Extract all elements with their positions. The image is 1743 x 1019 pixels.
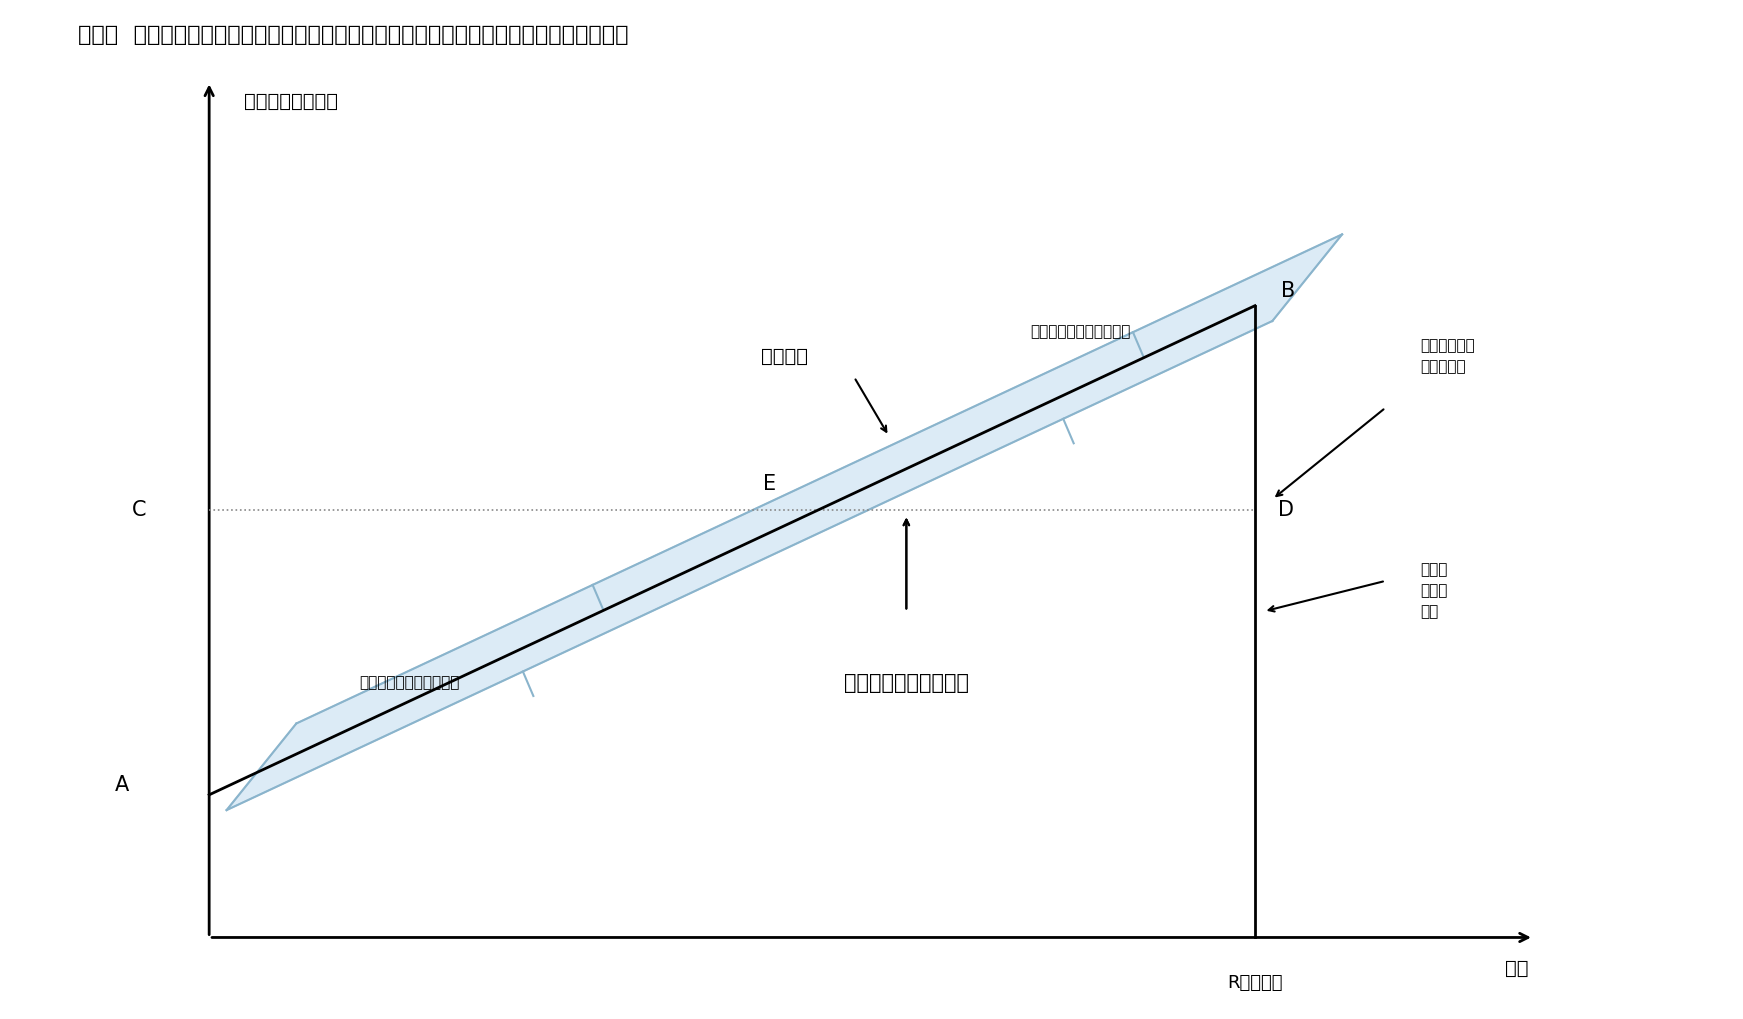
Text: A: A [115,774,129,795]
Text: 賃金・限界生産力: 賃金・限界生産力 [244,92,338,111]
Text: D: D [1278,499,1293,520]
Text: 図表１  日本の年功賃金と長澤運輸に対する最高裁の判決から見た定年後再雇用期間の賃金: 図表１ 日本の年功賃金と長澤運輸に対する最高裁の判決から見た定年後再雇用期間の賃… [78,25,629,46]
Text: R（定年）: R（定年） [1227,974,1283,993]
Text: 勤続年数が短い時の賃金: 勤続年数が短い時の賃金 [359,676,460,690]
Text: 年功賃金: 年功賃金 [762,347,807,366]
Polygon shape [227,234,1342,810]
Text: 限界生産力（貢献度）: 限界生産力（貢献度） [844,673,969,693]
Text: B: B [1281,280,1295,301]
Text: 勤続年数が長い時の賃金: 勤続年数が長い時の賃金 [1030,324,1131,338]
Text: 年齢: 年齢 [1504,959,1529,977]
Text: E: E [762,474,776,494]
Text: 定年後再雇用
期間の賃金: 定年後再雇用 期間の賃金 [1421,338,1475,375]
Text: 定年後
再雇用
期間: 定年後 再雇用 期間 [1421,562,1448,620]
Text: C: C [132,499,146,520]
